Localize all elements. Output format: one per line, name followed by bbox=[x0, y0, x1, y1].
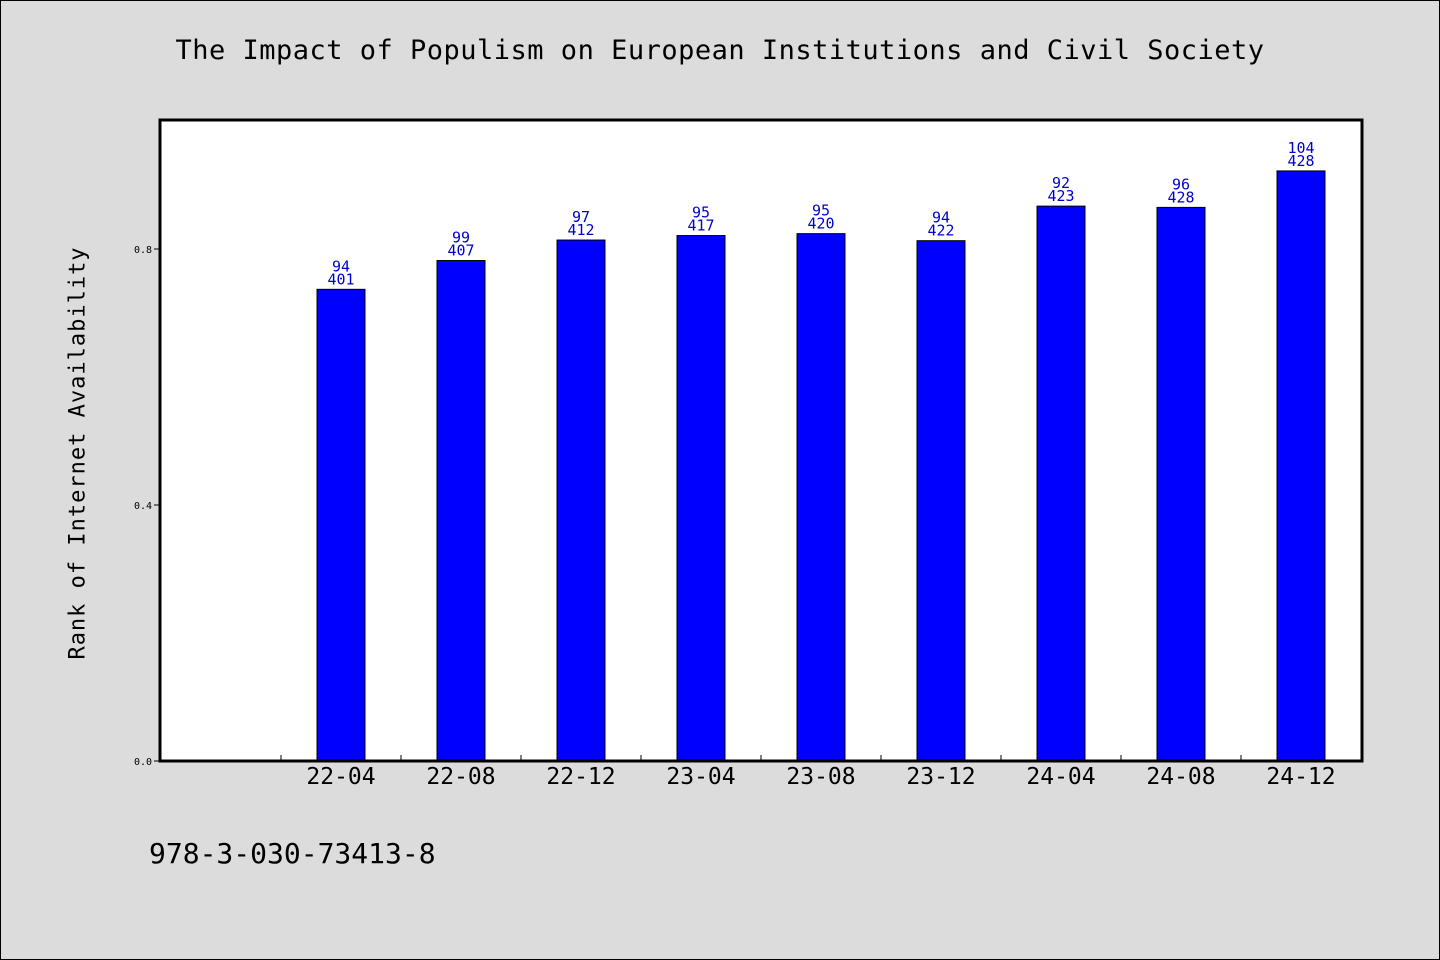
x-tick-label: 24-08 bbox=[1146, 764, 1215, 790]
bar-label-top: 104 bbox=[1287, 139, 1314, 157]
bar-label-top: 94 bbox=[932, 209, 950, 227]
bar-22-04 bbox=[316, 288, 366, 762]
bar-label-bottom: 412 bbox=[567, 221, 594, 239]
bar-23-04 bbox=[676, 235, 726, 762]
y-tick-label: 0.0 bbox=[134, 757, 152, 768]
x-tick-label: 23-04 bbox=[666, 764, 735, 790]
x-tick-label: 23-12 bbox=[906, 764, 975, 790]
bar-label-top: 96 bbox=[1172, 175, 1190, 193]
bar-label-bottom: 407 bbox=[447, 242, 474, 260]
bar-label-bottom: 422 bbox=[927, 222, 954, 240]
bar-label-bottom: 428 bbox=[1287, 152, 1314, 170]
bar-24-12 bbox=[1276, 170, 1326, 762]
x-tick-label: 24-04 bbox=[1026, 764, 1095, 790]
bar-23-08 bbox=[796, 233, 846, 762]
bar-24-04 bbox=[1036, 205, 1086, 762]
bar-label-top: 94 bbox=[332, 257, 350, 275]
bar-label-top: 92 bbox=[1052, 174, 1070, 192]
bar-22-08 bbox=[436, 260, 486, 762]
bar-24-08 bbox=[1156, 206, 1206, 762]
x-tick-label: 22-04 bbox=[306, 764, 375, 790]
plot-frame bbox=[158, 118, 1364, 763]
y-tick-label: 0.4 bbox=[134, 501, 152, 512]
bar-label-bottom: 417 bbox=[687, 217, 714, 235]
x-tick-label: 22-08 bbox=[426, 764, 495, 790]
bar-23-12 bbox=[916, 240, 966, 762]
bar-label-top: 95 bbox=[692, 204, 710, 222]
bar-label-top: 99 bbox=[452, 229, 470, 247]
bar-label-bottom: 401 bbox=[327, 270, 354, 288]
x-tick-label: 22-12 bbox=[546, 764, 615, 790]
bar-label-bottom: 423 bbox=[1047, 187, 1074, 205]
bar-label-bottom: 428 bbox=[1167, 188, 1194, 206]
y-tick-label: 0.8 bbox=[134, 245, 152, 256]
x-tick-label: 24-12 bbox=[1266, 764, 1335, 790]
bars-layer bbox=[316, 170, 1326, 762]
chart-title: The Impact of Populism on European Insti… bbox=[175, 35, 1265, 66]
x-tick-label: 23-08 bbox=[786, 764, 855, 790]
bar-label-bottom: 420 bbox=[807, 215, 834, 233]
bar-label-top: 95 bbox=[812, 202, 830, 220]
labels-layer: 9440122-049940722-089741222-129541723-04… bbox=[306, 139, 1335, 790]
bar-label-top: 97 bbox=[572, 208, 590, 226]
bar-22-12 bbox=[556, 239, 606, 762]
isbn-code: 978-3-030-73413-8 bbox=[149, 837, 436, 870]
